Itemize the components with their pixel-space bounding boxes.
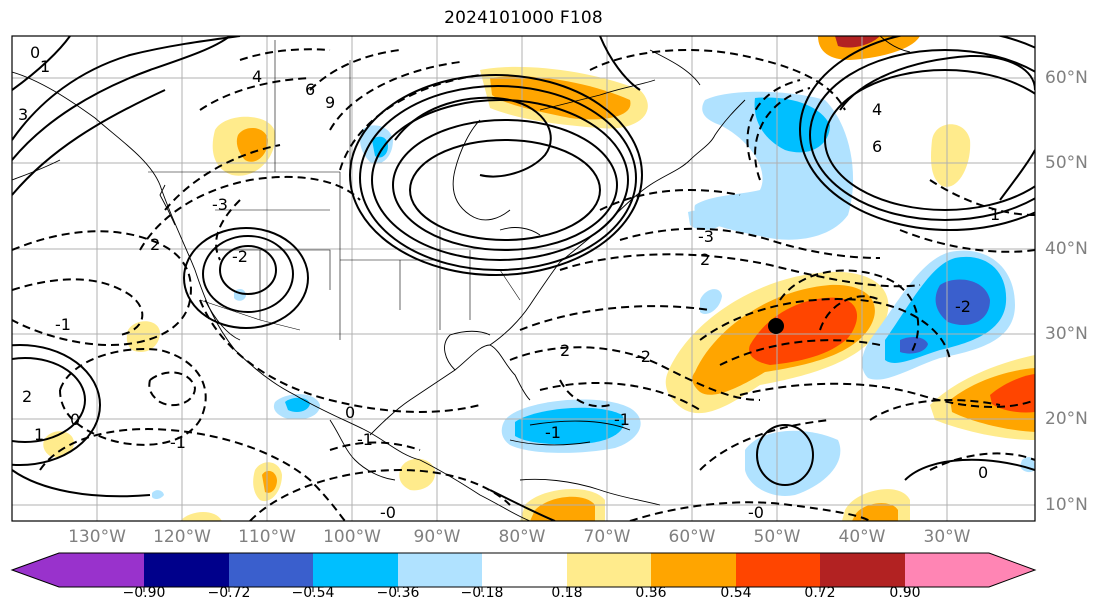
latitude-label: 10°N — [1045, 495, 1088, 515]
colorbar-tick-label: −0.18 — [460, 585, 504, 601]
map-frame — [11, 35, 1036, 522]
colorbar-tick-label: 0.18 — [551, 585, 583, 601]
colorbar-segment — [736, 553, 820, 587]
contour-label: -1 — [170, 433, 186, 452]
contour-label: 0 — [345, 403, 355, 422]
contour-label: 2 — [700, 250, 710, 269]
colorbar-segment — [313, 553, 398, 587]
contour-label: -0 — [380, 503, 396, 522]
contour-label: -0 — [748, 503, 764, 522]
contour-label: -2 — [635, 347, 651, 366]
colorbar — [10, 552, 1037, 592]
contour-label: 6 — [305, 80, 315, 99]
latitude-label: 20°N — [1045, 409, 1088, 429]
state-borders — [148, 40, 521, 340]
colorbar-tick-label: −0.72 — [207, 585, 251, 601]
contour-label: -1 — [545, 423, 561, 442]
colorbar-segment — [905, 553, 989, 587]
colorbar-tick-label: 0.54 — [720, 585, 752, 601]
contour-label: 1 — [40, 57, 50, 76]
colorbar-segment — [820, 553, 905, 587]
contour-label: 6 — [872, 137, 882, 156]
contour-label: 3 — [18, 105, 28, 124]
latitude-label: 50°N — [1045, 153, 1088, 173]
contour-label: -3 — [212, 195, 228, 214]
colorbar-segment — [12, 553, 59, 587]
colorbar-segment — [567, 553, 651, 587]
colorbar-tick-label: −0.36 — [376, 585, 420, 601]
storm-center-marker — [768, 318, 784, 334]
contour-label: 0 — [70, 410, 80, 429]
longitude-label: 90°W — [413, 527, 461, 547]
contour-label: 2 — [22, 387, 32, 406]
longitude-label: 60°W — [668, 527, 716, 547]
contour-label: -2 — [232, 247, 248, 266]
latitude-label: 40°N — [1045, 239, 1088, 259]
colorbar-segment — [482, 553, 567, 587]
longitude-label: 110°W — [238, 527, 296, 547]
colorbar-segment — [398, 553, 482, 587]
contour-label: 2 — [150, 235, 160, 254]
map-plot-area: 0 1 3 4 6 9 -2 2 -3 -1 0 2 -3 2 4 6 1 -0… — [12, 36, 1035, 522]
longitude-label: 70°W — [583, 527, 631, 547]
colorbar-tick-label: 0.72 — [804, 585, 836, 601]
longitude-label: 50°W — [753, 527, 801, 547]
contour-label: 2 — [560, 341, 570, 360]
contour-label: 4 — [252, 67, 262, 86]
latitude-label: 30°N — [1045, 324, 1088, 344]
map-title: 2024101000 F108 — [444, 8, 603, 28]
colorbar-segment — [144, 553, 229, 587]
lat-lon-grid — [12, 36, 1035, 521]
colorbar-tick-label: 0.36 — [635, 585, 667, 601]
longitude-label: 130°W — [68, 527, 126, 547]
contour-label: -1 — [614, 410, 630, 429]
contour-lines-dashed — [12, 48, 1035, 521]
colorbar-segment — [651, 553, 736, 587]
contour-label: -3 — [698, 227, 714, 246]
longitude-label: 40°W — [838, 527, 886, 547]
contour-label: -1 — [357, 430, 373, 449]
longitude-label: 30°W — [923, 527, 971, 547]
colorbar-segment — [59, 553, 144, 587]
longitude-label: 120°W — [153, 527, 211, 547]
colorbar-segment — [989, 553, 1035, 587]
contour-label-group: 0 1 3 4 6 9 -2 2 -3 -1 0 2 -3 2 4 6 1 -0… — [18, 43, 1000, 522]
contour-label: 1 — [34, 425, 44, 444]
contour-label: 1 — [990, 205, 1000, 224]
contour-label: -1 — [55, 315, 71, 334]
colorbar-tick-label: −0.54 — [291, 585, 335, 601]
colorbar-tick-label: 0.90 — [889, 585, 921, 601]
longitude-label: 100°W — [323, 527, 381, 547]
contour-label: 9 — [325, 93, 335, 112]
longitude-label: 80°W — [498, 527, 546, 547]
colorbar-segment — [229, 553, 313, 587]
colorbar-tick-label: −0.90 — [122, 585, 166, 601]
contour-lines — [12, 36, 1035, 521]
latitude-label: 60°N — [1045, 68, 1088, 88]
contour-label: -2 — [955, 297, 971, 316]
coastlines — [12, 36, 911, 521]
contour-label: 0 — [978, 463, 988, 482]
colorbar-outline — [10, 552, 1037, 588]
contour-label: 4 — [872, 100, 882, 119]
contour-label: 0 — [30, 43, 40, 62]
